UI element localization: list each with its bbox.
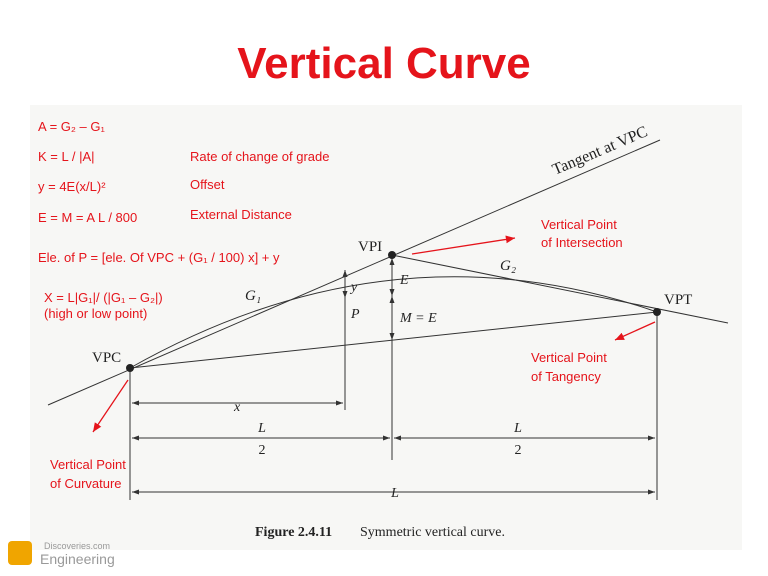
figure-background [30,105,742,550]
callouts: Vertical Point of Intersection Vertical … [50,217,656,491]
formula: y = 4E(x/L)² [38,179,106,194]
formula: (high or low point) [44,306,147,321]
label: 2 [515,443,522,458]
formula: X = L|G₁|/ (|G₁ – G₂|) [44,290,163,305]
label: G₁ [245,288,261,304]
logo-site: Discoveries.com [44,541,110,551]
label: VPI [358,239,382,255]
logo-name: Engineering [40,551,115,567]
tangent-g1 [47,139,661,406]
label: VPC [92,350,121,366]
description: Rate of change of grade [190,149,330,164]
logo-icon [8,541,32,565]
caption: Figure 2.4.11 [255,525,332,540]
label: M = E [399,311,437,326]
logo: Discoveries.com Engineering [8,541,115,567]
callout: of Tangency [531,369,601,384]
callout: Vertical Point [531,350,607,365]
label: x [233,400,241,415]
chord [129,311,658,369]
label: y [349,280,358,295]
vpi-point [388,251,396,259]
vpt-point [653,308,661,316]
arrow [92,379,129,433]
description: External Distance [190,207,292,222]
title: Vertical Curve [237,39,531,88]
formula: Ele. of P = [ele. Of VPC + (G₁ / 100) x]… [38,250,280,265]
formula: A = G₂ – G₁ [38,119,105,134]
callout: of Curvature [50,476,122,491]
callout: Vertical Point [50,457,126,472]
callout: Vertical Point [541,217,617,232]
label: VPT [664,292,692,308]
tangent-g2 [391,254,729,324]
vpc-point [126,364,134,372]
caption: Symmetric vertical curve. [360,525,505,540]
label: 2 [259,443,266,458]
formula: K = L / |A| [38,149,95,164]
label: L [513,421,522,436]
arrow [614,321,656,341]
label: P [350,307,360,322]
arrow [411,235,516,255]
label: L [257,421,266,436]
label: L [390,486,399,501]
formula: E = M = A L / 800 [38,210,137,225]
description: Offset [190,177,225,192]
callout: of Intersection [541,235,623,250]
formulas: A = G₂ – G₁ K = L / |A| y = 4E(x/L)² E =… [38,119,330,321]
label: E [399,273,409,288]
label: G₂ [500,258,516,274]
